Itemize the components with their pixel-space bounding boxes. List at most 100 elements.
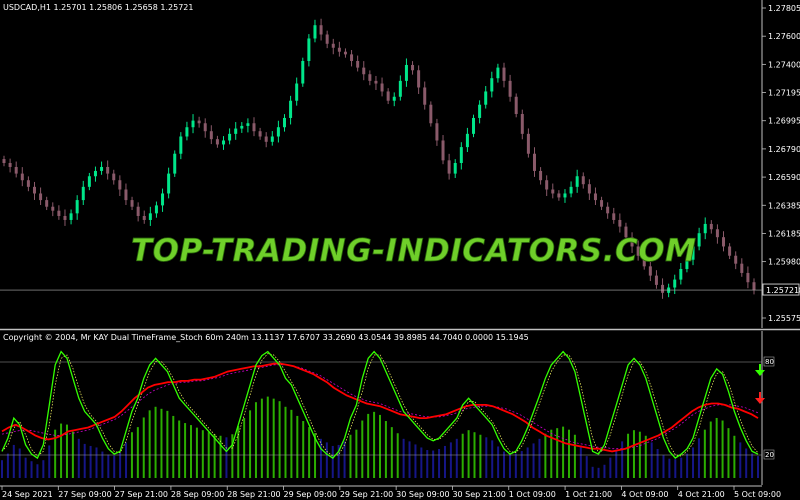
candle [136,202,140,222]
candle [722,231,726,252]
histogram-bar [195,427,198,478]
candle [63,209,67,226]
candle [740,258,744,277]
time-tick-label: 29 Sep 21:00 [340,490,393,499]
histogram-bar [77,438,80,478]
price-tick-label: 1.27400 [768,60,800,69]
histogram-bar [278,401,281,478]
histogram-bar [597,467,600,478]
candle [508,74,512,102]
candle [429,101,433,127]
time-tick-label: 1 Oct 09:00 [509,490,556,499]
candle [258,127,262,140]
candle [246,118,250,133]
candle [100,161,104,175]
price-axis: 1.27805 1.27600 1.27400 1.27195 1.26995 1.267… [762,4,800,323]
candle [709,220,713,234]
candle [636,240,640,261]
price-panel[interactable]: 1.27805 1.27600 1.27400 1.27195 1.26995 1.267… [0,0,800,328]
candle [295,77,299,106]
histogram-bar [95,447,98,478]
candle [313,19,317,43]
histogram-bar [615,449,618,478]
histogram-bar [331,445,334,478]
candle [728,243,732,260]
histogram-bar [166,410,169,478]
histogram-bar [36,464,39,478]
histogram-bar [237,426,240,478]
histogram-bar [125,442,128,478]
histogram-bar [426,450,429,478]
candle [642,252,646,270]
histogram-bar [739,442,742,478]
symbol-header: USDCAD,H1 1.25701 1.25806 1.25658 1.2572… [3,3,193,12]
candle [185,121,189,141]
candle [703,217,707,240]
candle [57,205,61,220]
candle [319,18,323,41]
candle [26,176,30,192]
candle [8,158,12,173]
histogram-bar [325,442,328,478]
histogram-bar [231,434,234,478]
candle [734,251,738,270]
candle [648,261,652,282]
histogram-bar [715,417,718,478]
indicator-panel[interactable]: Copyright © 2004, Mr KAY Dual TimeFrame_… [0,331,775,485]
histogram-bar [692,447,695,478]
time-tick-label: 27 Sep 21:00 [115,490,168,499]
histogram-bar [443,445,446,478]
candle [289,95,293,125]
candle [368,70,372,86]
candle [240,122,244,133]
candle [148,206,152,226]
candle [203,118,207,138]
time-tick-label: 1 Oct 21:00 [565,490,612,499]
current-price-label: 1.25721 [766,286,799,295]
histogram-bar [668,458,671,478]
price-tick-label: 1.26590 [768,173,800,182]
candle [551,183,555,199]
histogram-bar [296,415,299,478]
candle [93,166,97,182]
histogram-bar [609,457,612,478]
candle [484,86,488,109]
candle [69,209,73,225]
candle [490,71,494,98]
candle [331,38,335,55]
candle [392,92,396,107]
histogram-bar [550,429,553,478]
candle [697,227,701,251]
candle [575,169,579,193]
histogram-bar [101,451,104,478]
price-tick-label: 1.26185 [768,229,800,238]
candle [465,127,469,153]
histogram-bar [60,423,63,478]
histogram-bar [89,445,92,478]
histogram-bar [402,438,405,478]
histogram-bar [674,459,677,478]
candle [715,224,719,244]
candle [307,34,311,67]
histogram-bar [142,417,145,478]
candle [569,181,573,198]
histogram-bar [632,430,635,478]
histogram-bar [361,420,364,478]
histogram-bar [12,444,15,478]
candle [624,222,628,242]
slow-stochastic-line [1,362,759,453]
candle [661,278,665,299]
current-price-marker: 1.25721 [762,283,800,296]
candle [411,61,415,75]
histogram-bar [6,453,9,478]
histogram-bar [355,429,358,478]
candle [191,114,195,134]
histogram-bar [520,451,523,478]
histogram-bar [703,429,706,478]
histogram-bar [272,398,275,478]
candle [380,77,384,97]
histogram-bar [54,429,57,478]
histogram-bar [757,456,759,478]
candle [496,63,500,83]
